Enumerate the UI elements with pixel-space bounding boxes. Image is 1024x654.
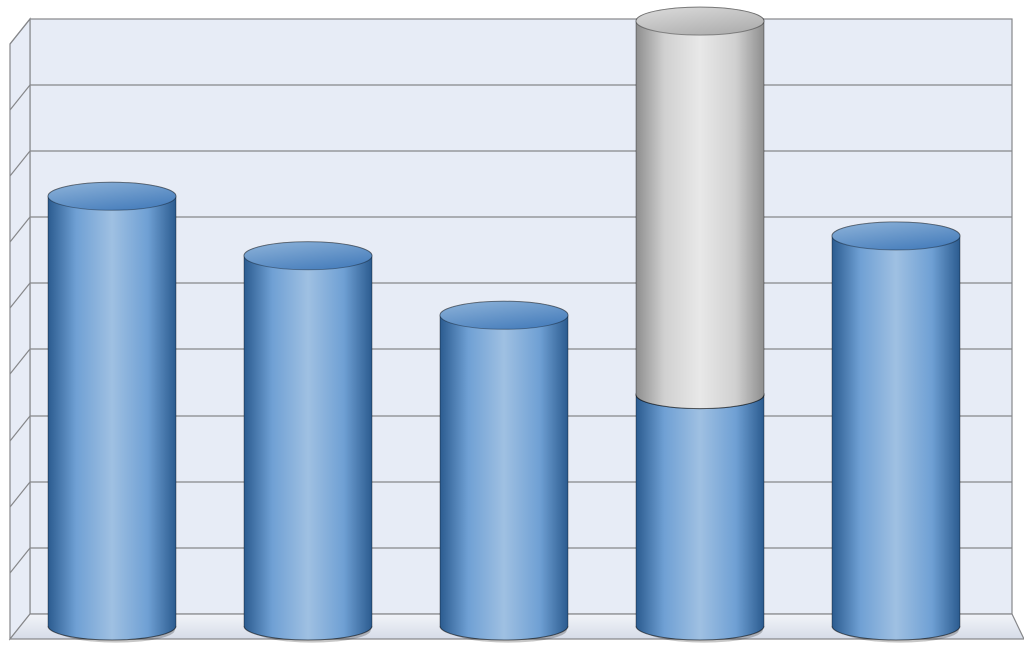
bar-top-cap: [244, 242, 372, 270]
bar-segment: [636, 381, 764, 640]
bar-segment: [244, 242, 372, 640]
chart-svg: [0, 0, 1024, 654]
bar-top-cap: [48, 182, 176, 210]
cylinder-bar-chart: [0, 0, 1024, 654]
bar-top-cap: [440, 301, 568, 329]
bar-segment: [832, 222, 960, 640]
bar-top-cap: [636, 7, 764, 35]
bar-segment: [48, 182, 176, 640]
bar-segment: [636, 7, 764, 409]
bar-segment: [440, 301, 568, 640]
side-wall: [10, 19, 30, 639]
bar-top-cap: [832, 222, 960, 250]
